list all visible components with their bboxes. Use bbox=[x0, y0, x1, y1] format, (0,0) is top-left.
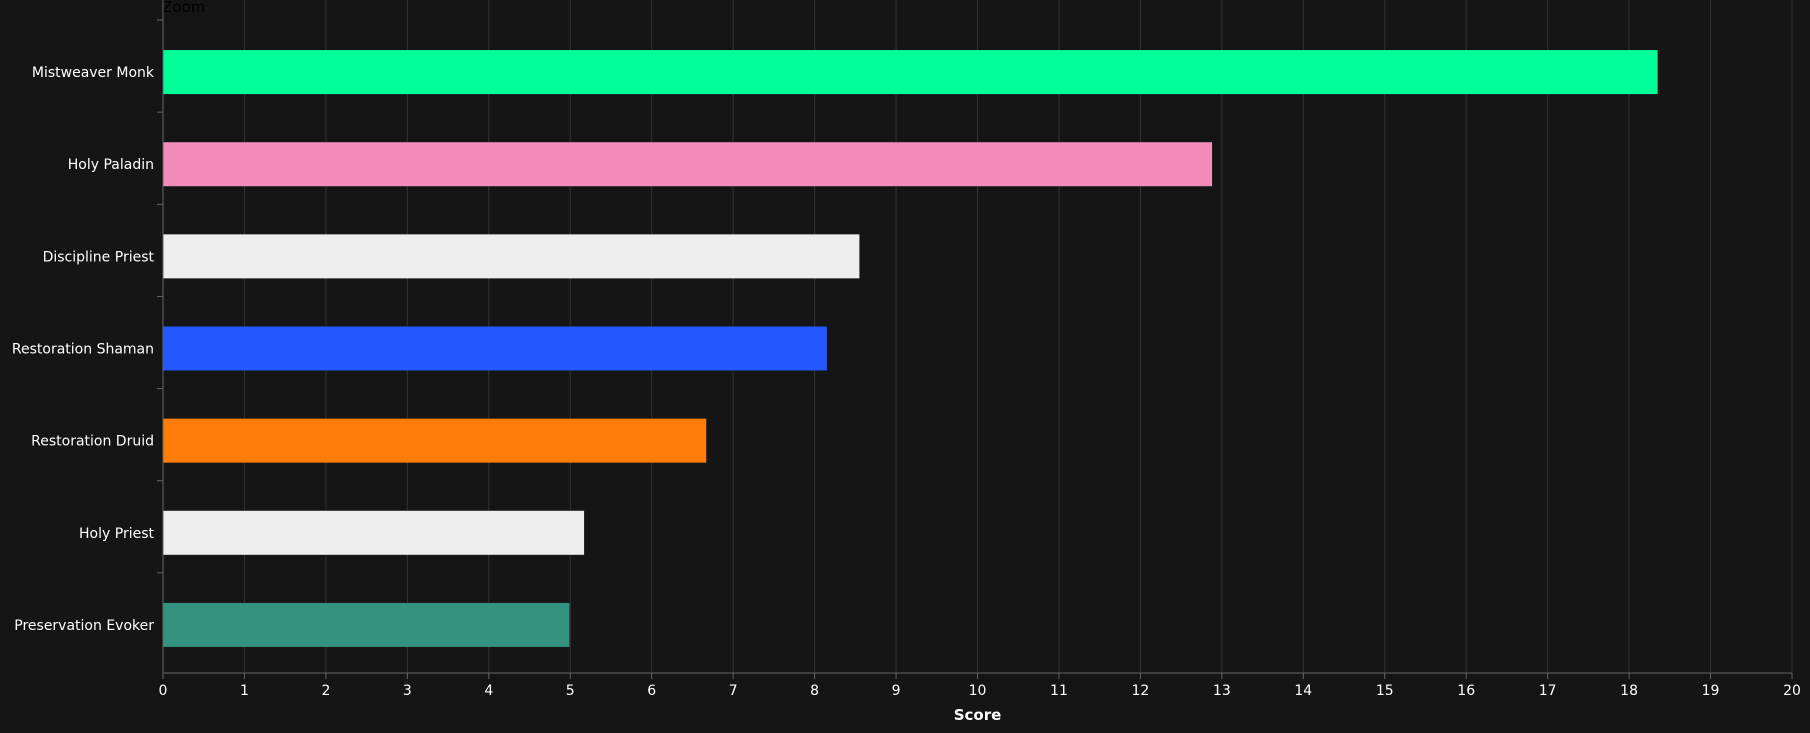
bar bbox=[163, 510, 585, 555]
x-tick-label: 2 bbox=[321, 683, 330, 699]
zoom-button[interactable]: Zoom bbox=[162, 0, 206, 16]
category-label: Preservation Evoker bbox=[14, 618, 154, 634]
bar bbox=[163, 326, 827, 371]
x-tick-label: 0 bbox=[159, 683, 168, 699]
x-tick-label: 8 bbox=[810, 683, 819, 699]
bar bbox=[163, 50, 1658, 95]
x-tick-label: 13 bbox=[1213, 683, 1231, 699]
axes bbox=[157, 0, 1793, 679]
x-tick-label: 12 bbox=[1131, 683, 1149, 699]
bar bbox=[163, 142, 1213, 187]
x-tick-label: 15 bbox=[1376, 683, 1394, 699]
x-tick-label: 20 bbox=[1783, 683, 1801, 699]
category-label: Mistweaver Monk bbox=[32, 65, 155, 81]
x-axis-title: Score bbox=[954, 706, 1002, 724]
x-tick-label: 1 bbox=[240, 683, 249, 699]
x-tick-label: 6 bbox=[647, 683, 656, 699]
x-tick-label: 14 bbox=[1294, 683, 1312, 699]
bar bbox=[163, 602, 570, 647]
x-tick-label: 16 bbox=[1457, 683, 1475, 699]
x-tick-label: 17 bbox=[1539, 683, 1557, 699]
x-tick-label: 11 bbox=[1050, 683, 1068, 699]
category-labels: Mistweaver Monk Holy Paladin Discipline Pr… bbox=[12, 65, 155, 634]
category-label: Restoration Shaman bbox=[12, 342, 154, 358]
bar bbox=[163, 234, 860, 279]
tick-labels: 0 1 2 3 4 5 6 7 8 9 10 11 12 13 14 15 16 17 18 19 20 bbox=[159, 683, 1801, 699]
x-tick-label: 9 bbox=[892, 683, 901, 699]
x-tick-label: 3 bbox=[403, 683, 412, 699]
x-tick-label: 5 bbox=[566, 683, 575, 699]
category-label: Holy Priest bbox=[79, 526, 154, 542]
x-tick-label: 18 bbox=[1620, 683, 1638, 699]
bar bbox=[163, 418, 707, 463]
x-tick-label: 7 bbox=[729, 683, 738, 699]
x-tick-label: 19 bbox=[1702, 683, 1720, 699]
x-tick-label: 4 bbox=[484, 683, 493, 699]
category-label: Discipline Priest bbox=[43, 249, 155, 265]
category-label: Restoration Druid bbox=[31, 434, 154, 450]
bars bbox=[163, 50, 1658, 647]
category-label: Holy Paladin bbox=[68, 157, 154, 173]
x-tick-label: 10 bbox=[969, 683, 987, 699]
